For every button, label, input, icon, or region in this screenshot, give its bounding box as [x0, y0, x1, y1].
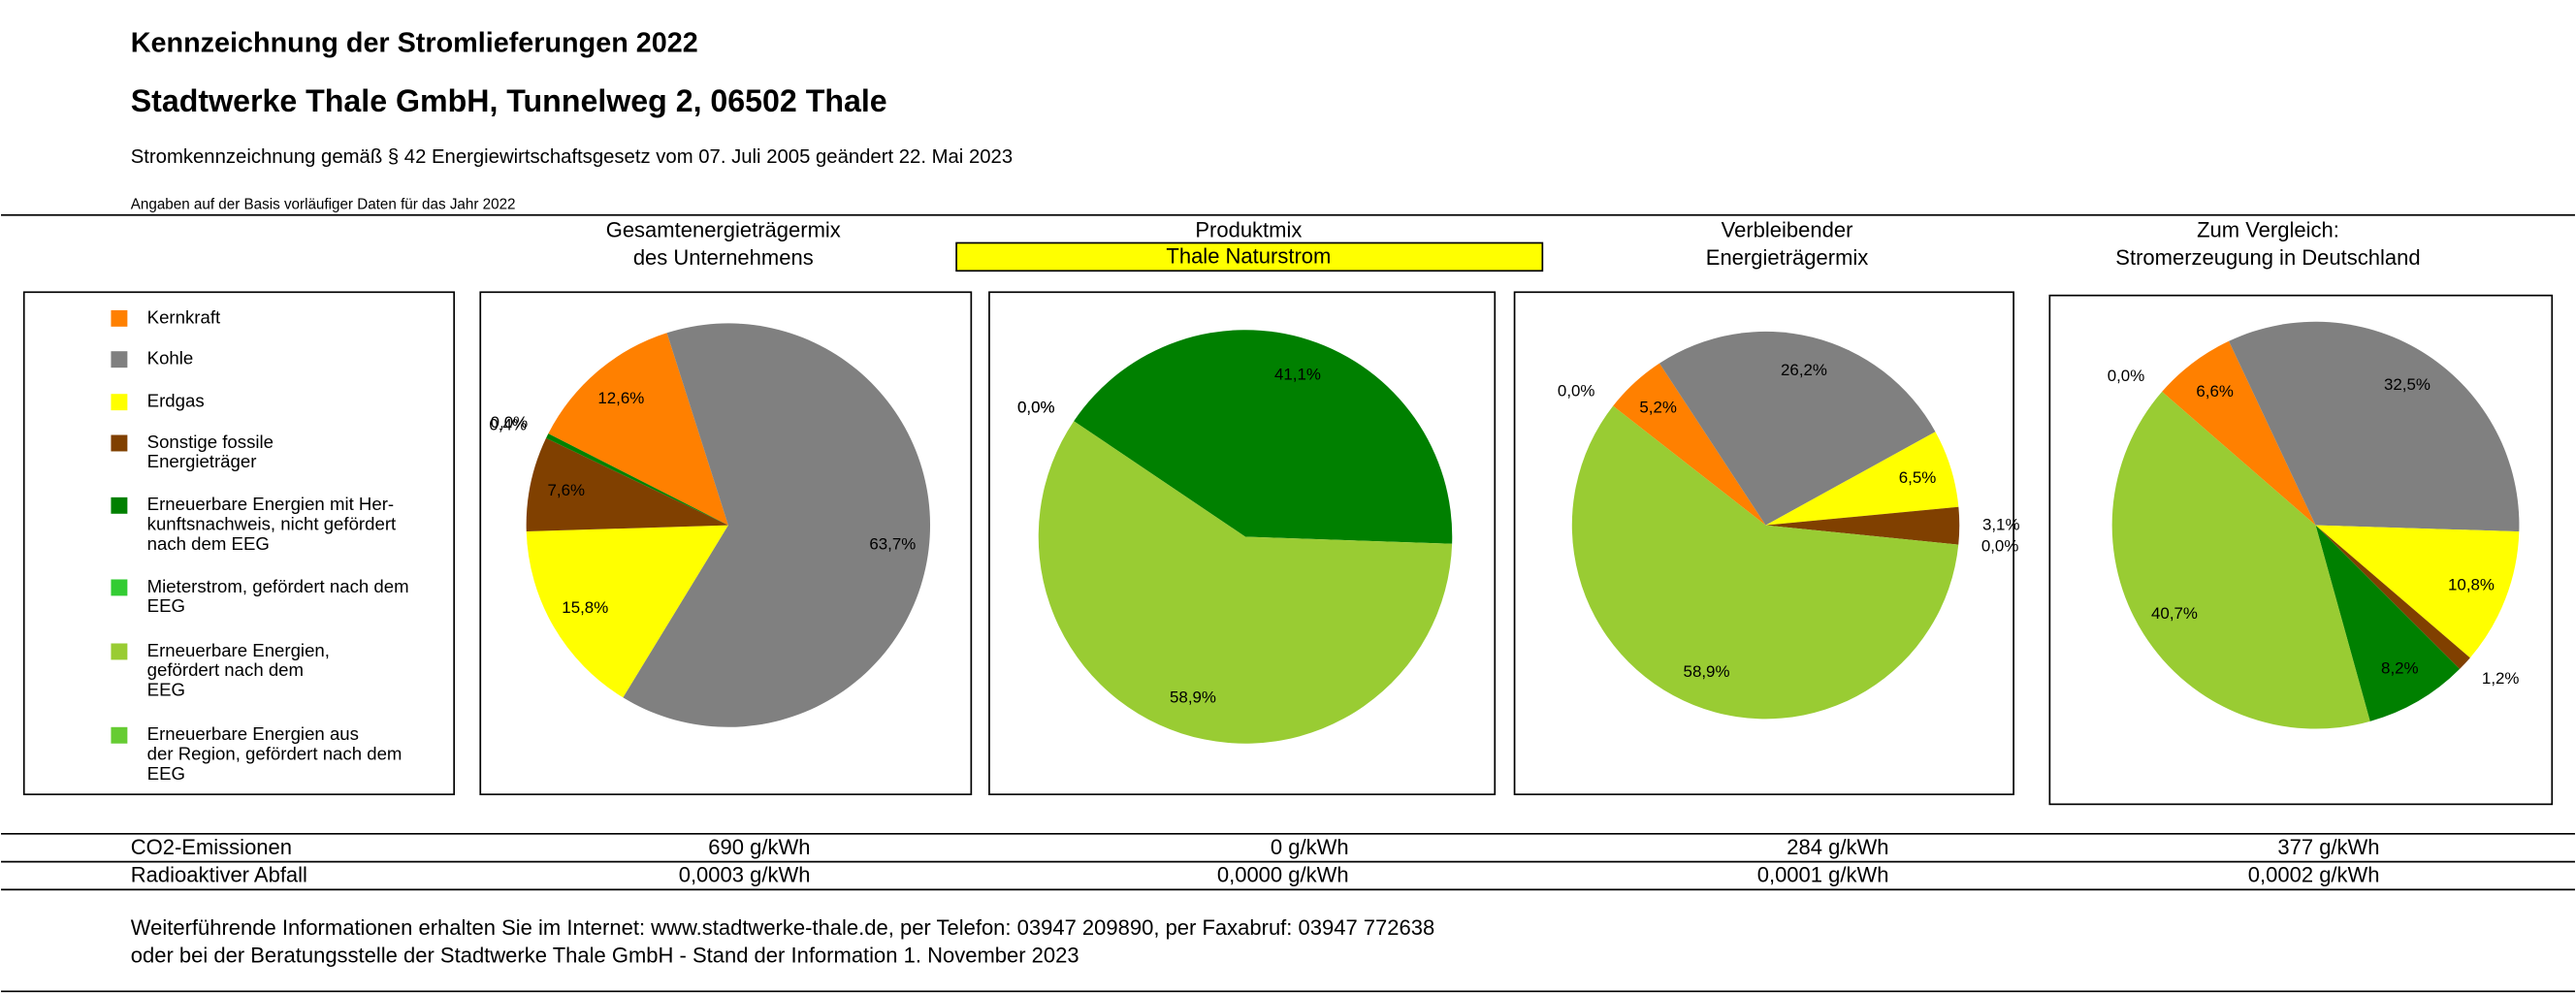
table-label: Radioaktiver Abfall [131, 863, 307, 887]
legend-swatch [111, 726, 128, 744]
table-value: 284 g/kWh [1787, 835, 1888, 859]
footer-line: Weiterführende Informationen erhalten Si… [131, 915, 1434, 940]
data-label: 0,0% [2108, 367, 2145, 385]
data-label: 26,2% [1781, 361, 1827, 379]
legend-label: Kohle [147, 348, 194, 368]
chart-title: Verbleibender [1722, 217, 1853, 241]
legend-label: EEG [147, 679, 185, 699]
data-label: 8,2% [2381, 659, 2419, 678]
data-label: 7,6% [548, 481, 586, 499]
pie-slice [1658, 331, 1936, 526]
chart-box [479, 291, 973, 796]
pie-slice [1074, 330, 1453, 544]
pie-slice [526, 437, 728, 532]
pie-slice [1765, 506, 1960, 545]
data-label: 58,9% [1170, 688, 1216, 706]
data-label: 63,7% [869, 534, 916, 553]
legend-label: Kernkraft [147, 306, 221, 327]
data-label: 32,5% [2384, 375, 2431, 394]
company: Stadtwerke Thale GmbH, Tunnelweg 2, 0650… [131, 83, 887, 118]
legend-label: Erneuerbare Energien aus [147, 723, 359, 744]
pie-slice [2315, 525, 2461, 721]
data-label: 0,0% [1017, 398, 1055, 416]
data-label: 1,2% [2482, 669, 2520, 688]
legend-label: Erneuerbare Energien, [147, 640, 330, 660]
data-label: 5,2% [1639, 399, 1677, 417]
chart-title: Produktmix [1195, 217, 1302, 241]
footer-line: oder bei der Beratungsstelle der Stadtwe… [131, 944, 1079, 968]
legend-label: der Region, gefördert nach dem [147, 744, 402, 764]
data-label: 0,0% [1558, 382, 1595, 400]
legend-swatch [111, 394, 128, 411]
data-label: 58,9% [1684, 662, 1730, 681]
legend-label: EEG [147, 595, 185, 616]
pie-slice [623, 323, 931, 727]
pie-slice [1038, 421, 1453, 744]
pie-slice [2111, 391, 2370, 729]
table-label: CO2-Emissionen [131, 835, 292, 859]
pie-slice [2229, 321, 2520, 532]
legend-swatch [111, 309, 128, 327]
pie-slice [2162, 340, 2316, 526]
table-value: 0 g/kWh [1271, 835, 1349, 859]
data-label: 12,6% [597, 389, 644, 407]
data-label: 0,0% [1017, 398, 1055, 416]
data-label: 40,7% [2151, 604, 2198, 623]
pie-slice [1571, 405, 1959, 720]
table-value: 0,0002 g/kWh [2248, 863, 2380, 887]
legend-label: nach dem EEG [147, 533, 270, 554]
data-label: 0,4% [489, 415, 527, 433]
data-label: 0,0% [1981, 536, 2019, 555]
data-note: Angaben auf der Basis vorläufiger Daten … [131, 197, 516, 213]
subtitle-box [955, 241, 1544, 272]
pie-slice [2315, 525, 2470, 669]
chart-box [1513, 291, 2014, 796]
legend-label: gefördert nach dem [147, 659, 304, 680]
chart-title: des Unternehmens [633, 245, 814, 270]
data-label: 41,1% [1274, 366, 1321, 384]
data-label: 0,0% [491, 413, 529, 432]
data-label: 3,1% [1982, 516, 2020, 534]
chart-subtitle: Thale Naturstrom [1166, 244, 1331, 269]
data-label: 15,8% [562, 598, 608, 617]
law-note: Stromkennzeichnung gemäß § 42 Energiewir… [131, 146, 1013, 168]
table-value: 690 g/kWh [708, 835, 810, 859]
pie-slice [526, 525, 728, 698]
legend-swatch [111, 579, 128, 596]
legend-label: Erdgas [147, 391, 205, 411]
legend-label: kunftsnachweis, nicht gefördert [147, 514, 397, 534]
pie-slice [548, 333, 728, 526]
legend-label: Energieträger [147, 451, 257, 471]
pie-slice [546, 433, 728, 526]
table-value: 0,0003 g/kWh [679, 863, 811, 887]
legend-swatch [111, 351, 128, 368]
legend-label: Erneuerbare Energien mit Her- [147, 494, 394, 514]
chart-box [2048, 294, 2554, 806]
pie-slice [1765, 432, 1959, 526]
chart-title: Stromerzeugung in Deutschland [2115, 245, 2420, 270]
table-value: 377 g/kWh [2277, 835, 2379, 859]
table-value: 0,0000 g/kWh [1217, 863, 1349, 887]
legend-label: Sonstige fossile [147, 432, 274, 452]
chart-title: Gesamtenergieträgermix [606, 217, 841, 241]
chart-box [988, 291, 1497, 796]
legend-label: EEG [147, 763, 185, 784]
data-label: 10,8% [2448, 575, 2495, 593]
legend-swatch [111, 496, 128, 514]
data-label: 6,5% [1899, 468, 1937, 487]
data-label: 6,6% [2196, 382, 2234, 400]
title: Kennzeichnung der Stromlieferungen 2022 [131, 27, 698, 58]
chart-title: Zum Vergleich: [2197, 217, 2339, 241]
pie-slice [2315, 525, 2520, 658]
chart-title: Energieträgermix [1706, 245, 1869, 270]
legend-label: Mieterstrom, gefördert nach dem [147, 576, 409, 596]
table-value: 0,0001 g/kWh [1757, 863, 1889, 887]
legend-swatch [111, 434, 128, 452]
legend-box [22, 291, 456, 796]
legend-swatch [111, 643, 128, 660]
pie-slice [1613, 363, 1766, 526]
